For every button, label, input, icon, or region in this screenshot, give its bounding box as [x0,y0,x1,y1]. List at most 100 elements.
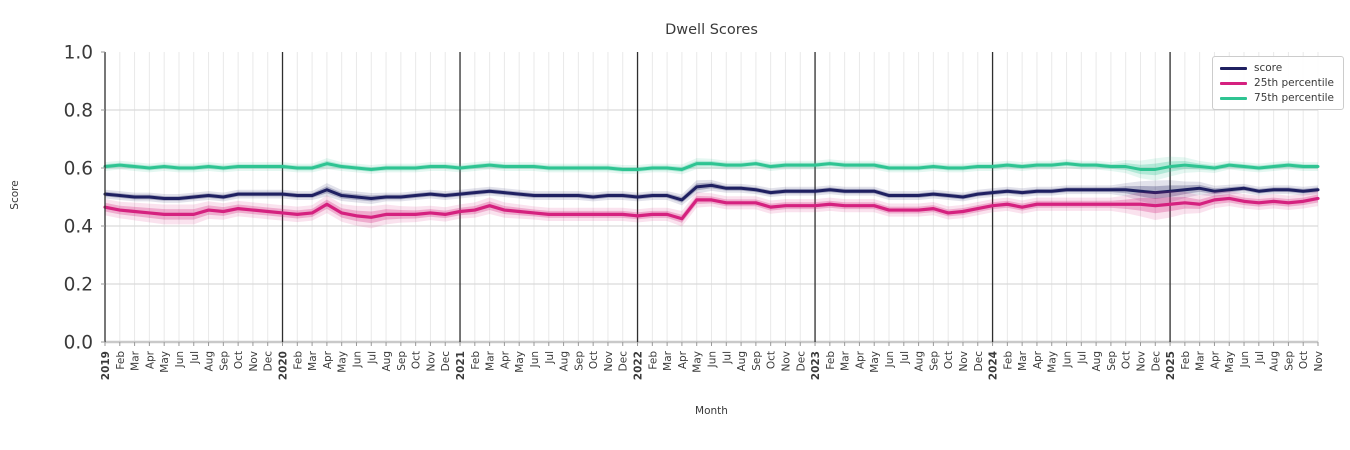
svg-text:Nov: Nov [1135,351,1147,372]
svg-text:Apr: Apr [322,350,334,369]
percentile-25-line-swatch [1220,81,1248,85]
legend-item-75th-percentile: 75th percentile [1220,92,1334,104]
svg-text:2024: 2024 [988,351,1000,380]
svg-text:Oct: Oct [766,351,778,369]
svg-text:Sep: Sep [1283,351,1295,371]
svg-text:Jun: Jun [529,351,541,368]
svg-text:Feb: Feb [292,351,304,370]
svg-text:May: May [514,351,526,373]
svg-text:May: May [692,351,704,373]
svg-text:Jul: Jul [899,351,911,365]
percentile-75-line-swatch [1220,96,1248,100]
svg-text:Jul: Jul [366,351,378,365]
svg-text:Aug: Aug [1269,351,1281,372]
svg-text:Aug: Aug [914,351,926,372]
svg-text:Dec: Dec [795,351,807,372]
svg-text:Mar: Mar [485,350,497,370]
svg-text:Jun: Jun [884,351,896,368]
legend-label-25th-percentile: 25th percentile [1254,77,1334,89]
svg-text:Oct: Oct [943,351,955,369]
svg-text:Apr: Apr [677,350,689,369]
svg-text:Nov: Nov [1313,351,1325,372]
svg-text:Aug: Aug [736,351,748,372]
svg-text:Sep: Sep [928,351,940,371]
svg-text:Jun: Jun [707,351,719,368]
svg-text:Mar: Mar [1017,350,1029,370]
svg-text:0.6: 0.6 [64,159,93,180]
svg-text:Mar: Mar [840,350,852,370]
svg-text:May: May [337,351,349,373]
svg-text:May: May [869,351,881,373]
svg-text:Feb: Feb [115,351,127,370]
legend-label-score: score [1254,62,1283,74]
svg-text:Dec: Dec [618,351,630,372]
svg-text:Mar: Mar [662,350,674,370]
svg-text:Sep: Sep [396,351,408,371]
legend-item-25th-percentile: 25th percentile [1220,77,1334,89]
svg-text:Aug: Aug [1091,351,1103,372]
svg-text:Jun: Jun [351,351,363,368]
svg-text:Sep: Sep [751,351,763,371]
svg-text:0.8: 0.8 [64,101,93,122]
svg-text:0.0: 0.0 [64,333,93,354]
svg-text:2019: 2019 [100,351,112,380]
svg-text:Nov: Nov [425,351,437,372]
svg-text:Oct: Oct [233,351,245,369]
y-axis-label: Score [9,180,21,210]
svg-text:Jul: Jul [721,351,733,365]
x-axis-label: Month [695,405,728,417]
svg-text:Apr: Apr [854,350,866,369]
svg-text:Nov: Nov [958,351,970,372]
svg-text:Dec: Dec [263,351,275,372]
svg-text:Aug: Aug [559,351,571,372]
svg-text:2023: 2023 [810,351,822,380]
svg-text:Mar: Mar [1195,350,1207,370]
svg-text:Sep: Sep [573,351,585,371]
chart-legend: score 25th percentile 75th percentile [1212,56,1344,110]
svg-text:Mar: Mar [307,350,319,370]
legend-item-score: score [1220,62,1334,74]
svg-text:Jun: Jun [174,351,186,368]
svg-text:2020: 2020 [278,351,290,380]
svg-text:Mar: Mar [130,350,142,370]
svg-text:Apr: Apr [1032,350,1044,369]
svg-text:1.0: 1.0 [64,43,93,64]
legend-label-75th-percentile: 75th percentile [1254,92,1334,104]
svg-text:Oct: Oct [1121,351,1133,369]
chart-title: Dwell Scores [665,22,758,38]
svg-text:Dec: Dec [440,351,452,372]
svg-text:Jul: Jul [189,351,201,365]
svg-text:Nov: Nov [780,351,792,372]
svg-text:Jul: Jul [1254,351,1266,365]
svg-text:Feb: Feb [470,351,482,370]
svg-text:Nov: Nov [603,351,615,372]
svg-text:Feb: Feb [1180,351,1192,370]
score-line-swatch [1220,66,1248,70]
svg-text:Jun: Jun [1062,351,1074,368]
svg-text:Oct: Oct [1298,351,1310,369]
svg-text:Aug: Aug [381,351,393,372]
svg-text:0.4: 0.4 [64,217,93,238]
svg-text:Jul: Jul [1076,351,1088,365]
svg-text:May: May [1224,351,1236,373]
svg-text:Dec: Dec [973,351,985,372]
svg-text:Oct: Oct [588,351,600,369]
svg-text:May: May [159,351,171,373]
svg-text:Jul: Jul [544,351,556,365]
svg-text:Apr: Apr [499,350,511,369]
svg-text:Jun: Jun [1239,351,1251,368]
svg-text:Dec: Dec [1150,351,1162,372]
svg-text:0.2: 0.2 [64,275,93,296]
svg-text:Nov: Nov [248,351,260,372]
svg-text:Feb: Feb [1002,351,1014,370]
svg-text:Oct: Oct [411,351,423,369]
svg-text:Aug: Aug [204,351,216,372]
svg-text:Feb: Feb [647,351,659,370]
svg-text:Sep: Sep [218,351,230,371]
svg-text:Apr: Apr [1209,350,1221,369]
svg-text:May: May [1047,351,1059,373]
svg-text:Apr: Apr [144,350,156,369]
svg-text:Feb: Feb [825,351,837,370]
